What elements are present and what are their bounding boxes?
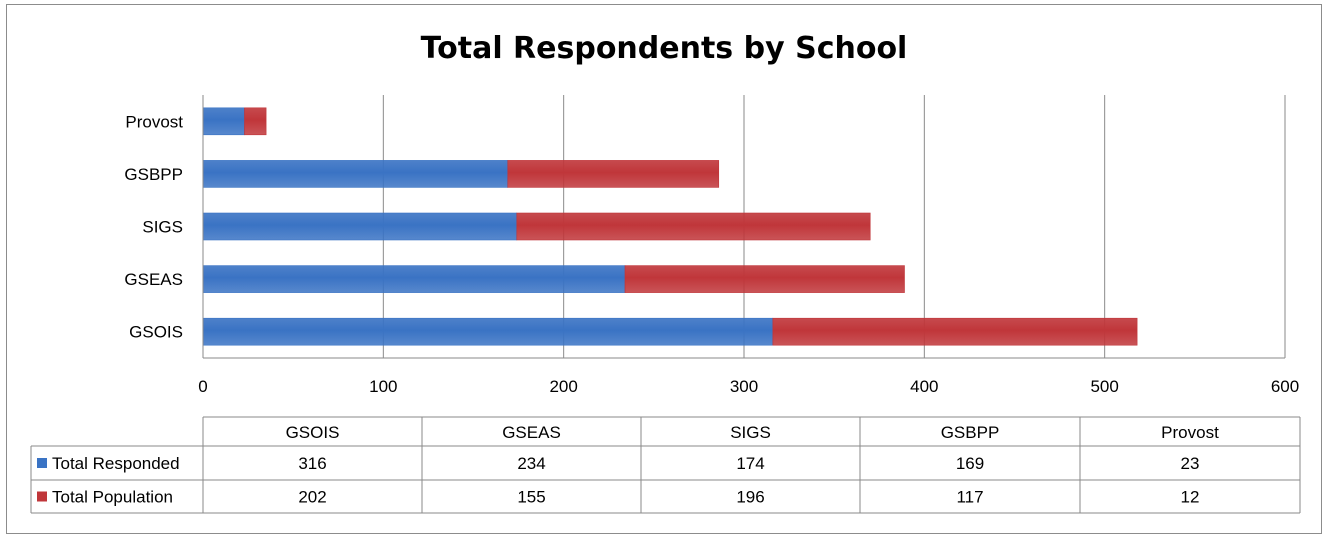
x-tick-label: 500	[1090, 377, 1118, 396]
legend-swatch	[37, 491, 47, 502]
bar-population	[516, 212, 871, 241]
table-cell: 234	[517, 454, 545, 473]
y-tick-label: GSOIS	[129, 323, 183, 342]
table-cell: 202	[298, 488, 326, 507]
table-header: GSOIS	[286, 423, 340, 442]
y-tick-label: GSBPP	[124, 165, 183, 184]
chart-frame	[6, 4, 1322, 534]
x-tick-label: 400	[910, 377, 938, 396]
table-cell: 23	[1181, 454, 1200, 473]
table-cell: 155	[517, 488, 545, 507]
x-tick-label: 0	[198, 377, 207, 396]
x-tick-label: 100	[369, 377, 397, 396]
bar-population	[624, 265, 905, 293]
x-tick-label: 300	[730, 377, 758, 396]
y-tick-label: GSEAS	[124, 270, 183, 289]
axes: 0 100 200 300 400 500 600 GSOIS GSEAS SIGS GSBPP Pr…	[124, 95, 1299, 396]
x-tick-label: 200	[549, 377, 577, 396]
table-cell: 174	[736, 454, 764, 473]
table-header: GSEAS	[502, 423, 561, 442]
grid-lines	[382, 95, 1286, 358]
table-header: Provost	[1161, 423, 1219, 442]
bar-responded	[202, 317, 774, 346]
y-tick-label: SIGS	[142, 218, 183, 237]
bar-population	[244, 107, 267, 136]
bar-responded	[202, 212, 518, 241]
chart-title: Total Respondents by School	[421, 31, 908, 66]
data-table: GSOIS GSEAS SIGS GSBPP Provost Total Responde…	[30, 416, 1301, 514]
bar-responded	[202, 265, 626, 293]
bar-population	[507, 160, 720, 188]
table-header: GSBPP	[941, 423, 1000, 442]
table-cell: 169	[956, 454, 984, 473]
bar-population	[772, 317, 1138, 346]
bars	[202, 107, 1138, 346]
table-cell: 12	[1181, 488, 1200, 507]
table-cell: 117	[956, 488, 983, 507]
x-tick-label: 600	[1271, 377, 1299, 396]
table-cell: 196	[736, 488, 764, 507]
table-header: SIGS	[730, 423, 771, 442]
legend-label: Total Responded	[52, 454, 180, 473]
legend-swatch	[37, 458, 47, 468]
legend-label: Total Population	[52, 488, 173, 507]
y-tick-label: Provost	[125, 112, 183, 131]
table-cell: 316	[298, 454, 326, 473]
bar-responded	[202, 160, 509, 188]
bar-responded	[202, 107, 245, 136]
